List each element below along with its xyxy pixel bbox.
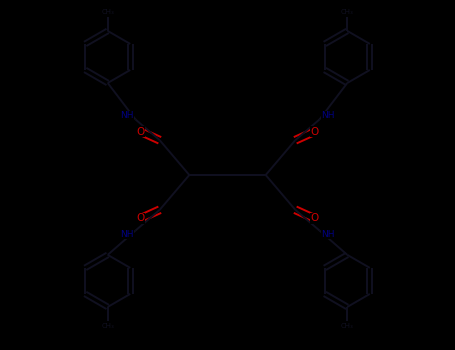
Text: O: O <box>310 127 318 136</box>
Text: NH: NH <box>321 111 335 120</box>
Text: O: O <box>136 214 145 223</box>
Text: O: O <box>136 127 145 136</box>
Text: NH: NH <box>120 230 134 239</box>
Text: CH₃: CH₃ <box>101 323 114 329</box>
Text: NH: NH <box>321 230 335 239</box>
Text: CH₃: CH₃ <box>341 9 354 15</box>
Text: CH₃: CH₃ <box>341 323 354 329</box>
Text: NH: NH <box>120 111 134 120</box>
Text: CH₃: CH₃ <box>101 9 114 15</box>
Text: O: O <box>310 214 318 223</box>
